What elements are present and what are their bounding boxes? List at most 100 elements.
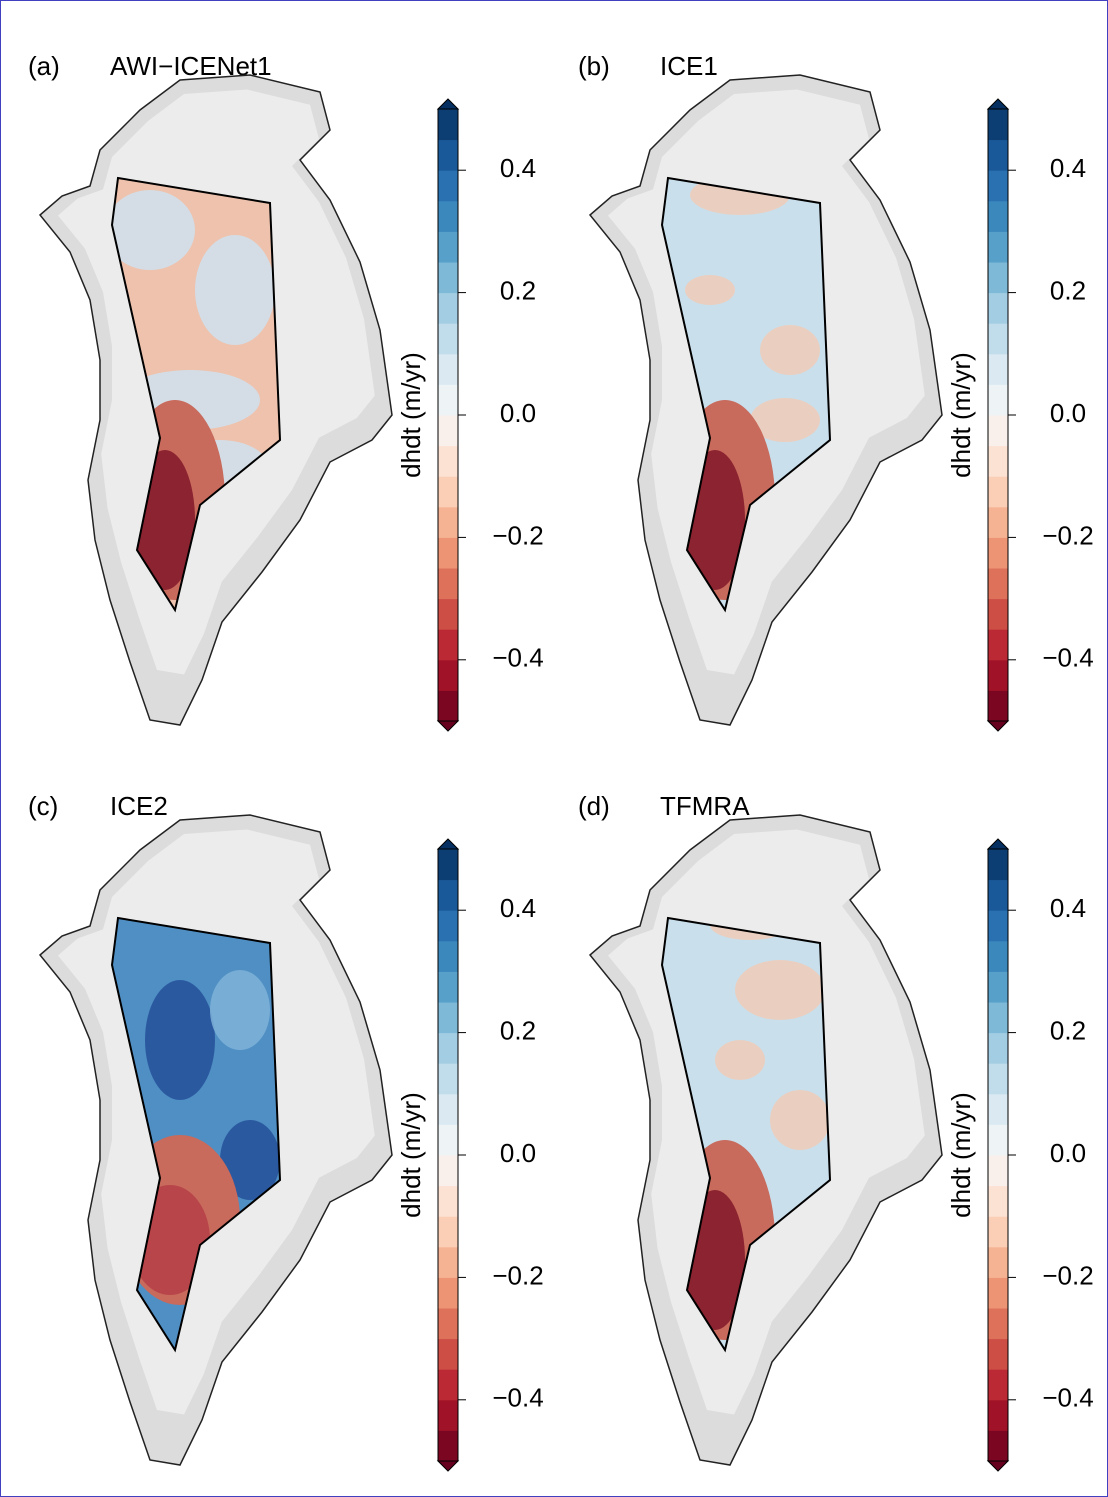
colorbar-swatch: [988, 140, 1008, 171]
colorbar-swatch: [988, 1124, 1008, 1155]
panel-label: (b): [578, 51, 610, 81]
colorbar-swatch: [438, 971, 458, 1002]
colorbar-swatch: [438, 170, 458, 201]
colorbar-swatch: [438, 849, 458, 880]
colorbar-swatch: [988, 1094, 1008, 1125]
colorbar-swatch: [988, 599, 1008, 630]
colorbar-swatch: [438, 1033, 458, 1064]
field-patch: [145, 980, 215, 1100]
colorbar-tick-label: −0.2: [492, 520, 543, 550]
colorbar-swatch: [438, 1277, 458, 1308]
colorbar-swatch: [988, 262, 1008, 293]
colorbar-tick-label: 0.4: [1050, 893, 1086, 923]
colorbar-swatch: [988, 690, 1008, 721]
colorbar-swatch: [438, 476, 458, 507]
colorbar-swatch: [988, 629, 1008, 660]
colorbar-swatch: [438, 201, 458, 232]
colorbar-swatch: [988, 1033, 1008, 1064]
colorbar-tick-label: 0.0: [500, 398, 536, 428]
colorbar-swatch: [438, 660, 458, 691]
colorbar-swatch: [438, 568, 458, 599]
colorbar-swatch: [988, 660, 1008, 691]
colorbar-swatch: [988, 537, 1008, 568]
colorbar-swatch: [438, 1063, 458, 1094]
colorbar-swatch: [438, 1400, 458, 1431]
colorbar-swatch: [988, 446, 1008, 477]
colorbar-swatch: [988, 849, 1008, 880]
colorbar-swatch: [438, 599, 458, 630]
colorbar-label: dhdt (m/yr): [946, 1092, 976, 1218]
colorbar-swatch: [438, 1369, 458, 1400]
field-patch: [685, 275, 735, 305]
colorbar-swatch: [988, 1339, 1008, 1370]
colorbar-swatch: [438, 140, 458, 171]
colorbar-swatch: [988, 1369, 1008, 1400]
colorbar-swatch: [988, 1216, 1008, 1247]
colorbar-swatch: [438, 629, 458, 660]
colorbar-label: dhdt (m/yr): [946, 352, 976, 478]
colorbar-swatch: [988, 1186, 1008, 1217]
colorbar-swatch: [438, 1094, 458, 1125]
colorbar-tick-label: −0.4: [1042, 1383, 1093, 1413]
colorbar-tick-label: −0.4: [492, 643, 543, 673]
colorbar-swatch: [438, 1155, 458, 1186]
field-patch: [770, 1090, 830, 1150]
colorbar-swatch: [988, 231, 1008, 262]
colorbar-swatch: [988, 1002, 1008, 1033]
colorbar-swatch: [988, 971, 1008, 1002]
colorbar-swatch: [438, 507, 458, 538]
figure: (a)AWI−ICENet1−0.4−0.20.00.20.4dhdt (m/y…: [0, 0, 1108, 1497]
colorbar-tick-label: 0.4: [500, 153, 536, 183]
colorbar-tick-label: −0.4: [492, 1383, 543, 1413]
colorbar-swatch: [988, 415, 1008, 446]
colorbar-swatch: [438, 415, 458, 446]
colorbar-swatch: [988, 384, 1008, 415]
colorbar-swatch: [988, 568, 1008, 599]
colorbar-swatch: [988, 1308, 1008, 1339]
field-patch: [715, 1040, 765, 1080]
colorbar-swatch: [438, 1339, 458, 1370]
panel-label: (a): [28, 51, 60, 81]
colorbar-swatch: [438, 1430, 458, 1461]
colorbar-swatch: [988, 507, 1008, 538]
colorbar-swatch: [438, 690, 458, 721]
colorbar-swatch: [988, 880, 1008, 911]
colorbar-swatch: [988, 1277, 1008, 1308]
colorbar-swatch: [438, 446, 458, 477]
colorbar-swatch: [988, 201, 1008, 232]
colorbar-swatch: [438, 1308, 458, 1339]
colorbar-swatch: [438, 1124, 458, 1155]
colorbar-tick-label: −0.4: [1042, 643, 1093, 673]
colorbar-swatch: [438, 293, 458, 324]
colorbar-swatch: [988, 476, 1008, 507]
colorbar-tick-label: 0.0: [1050, 1138, 1086, 1168]
colorbar-swatch: [438, 910, 458, 941]
colorbar-swatch: [988, 1063, 1008, 1094]
colorbar-swatch: [438, 323, 458, 354]
colorbar-label: dhdt (m/yr): [396, 352, 426, 478]
panel-label: (d): [578, 791, 610, 821]
colorbar-tick-label: −0.2: [1042, 1260, 1093, 1290]
field-patch: [760, 325, 820, 375]
colorbar-swatch: [438, 384, 458, 415]
panel-label: (c): [28, 791, 58, 821]
colorbar-swatch: [988, 354, 1008, 385]
colorbar-swatch: [988, 1155, 1008, 1186]
colorbar-swatch: [988, 323, 1008, 354]
colorbar-swatch: [988, 910, 1008, 941]
colorbar-swatch: [438, 354, 458, 385]
colorbar-tick-label: 0.0: [500, 1138, 536, 1168]
field-patch: [735, 960, 825, 1020]
colorbar-swatch: [438, 1002, 458, 1033]
colorbar-swatch: [988, 1247, 1008, 1278]
colorbar-tick-label: −0.2: [492, 1260, 543, 1290]
colorbar-swatch: [438, 537, 458, 568]
colorbar-swatch: [438, 1186, 458, 1217]
colorbar-swatch: [988, 293, 1008, 324]
colorbar-tick-label: 0.2: [500, 1015, 536, 1045]
colorbar-swatch: [438, 1216, 458, 1247]
colorbar-tick-label: 0.2: [1050, 1015, 1086, 1045]
colorbar-tick-label: 0.4: [1050, 153, 1086, 183]
colorbar-swatch: [438, 109, 458, 140]
colorbar-label: dhdt (m/yr): [396, 1092, 426, 1218]
